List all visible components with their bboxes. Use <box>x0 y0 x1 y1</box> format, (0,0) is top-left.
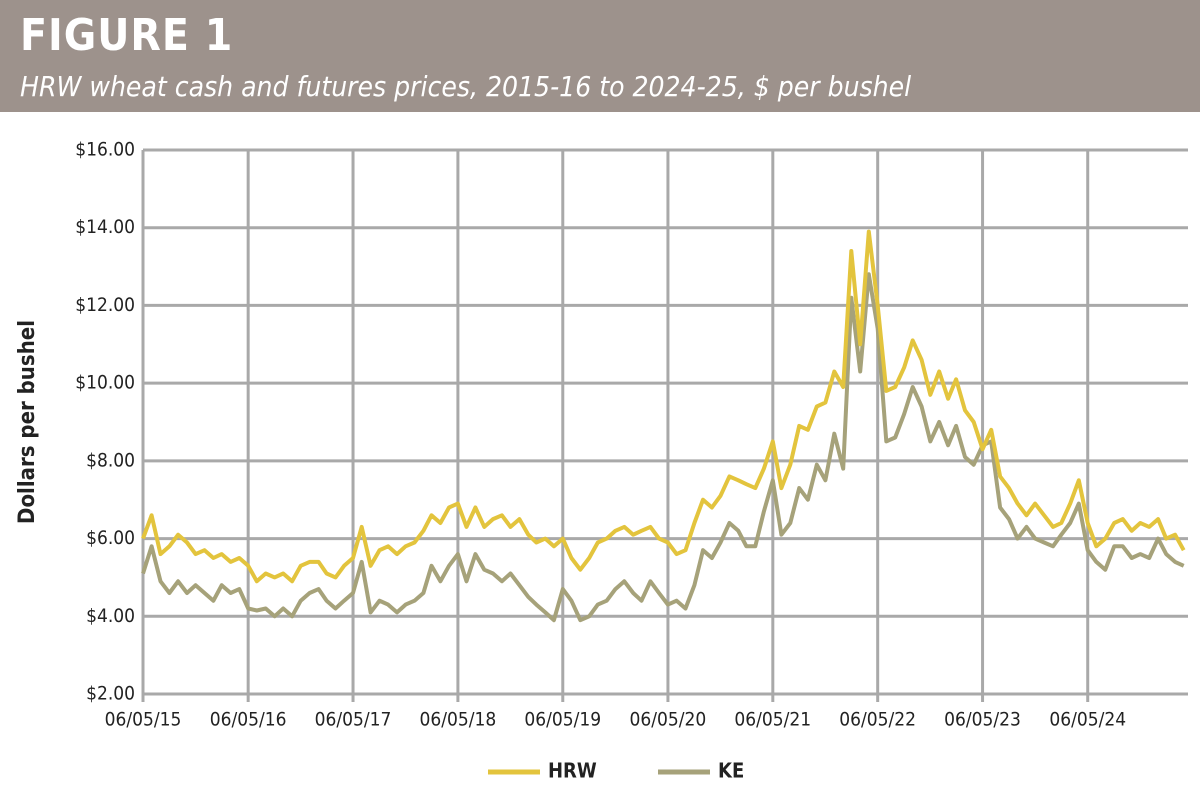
x-tick-label: 06/05/22 <box>839 709 916 731</box>
chart-title: FIGURE 1 <box>20 10 233 61</box>
x-tick-label: 06/05/21 <box>734 709 811 731</box>
y-tick-label: $14.00 <box>75 216 135 238</box>
chart-subtitle: HRW wheat cash and futures prices, 2015-… <box>20 70 911 103</box>
y-tick-label: $4.00 <box>86 605 135 627</box>
x-tick-label: 06/05/15 <box>105 709 182 731</box>
x-tick-label: 06/05/17 <box>315 709 392 731</box>
y-tick-label: $10.00 <box>75 372 135 394</box>
x-tick-label: 06/05/19 <box>524 709 601 731</box>
x-tick-label: 06/05/23 <box>944 709 1021 731</box>
legend-label: HRW <box>548 759 597 783</box>
y-axis-label: Dollars per bushel <box>15 320 40 524</box>
series-line <box>141 272 1185 623</box>
header-band <box>0 0 1200 112</box>
y-tick-label: $12.00 <box>75 294 135 316</box>
x-tick-label: 06/05/24 <box>1049 709 1126 731</box>
x-tick-label: 06/05/20 <box>630 709 707 731</box>
y-tick-label: $2.00 <box>86 683 135 705</box>
y-tick-label: $6.00 <box>86 527 135 549</box>
y-tick-label: $16.00 <box>75 139 135 161</box>
x-tick-label: 06/05/16 <box>210 709 287 731</box>
y-tick-label: $8.00 <box>86 449 135 471</box>
legend-label: KE <box>718 759 744 783</box>
x-tick-label: 06/05/18 <box>420 709 497 731</box>
series-line <box>141 229 1186 584</box>
